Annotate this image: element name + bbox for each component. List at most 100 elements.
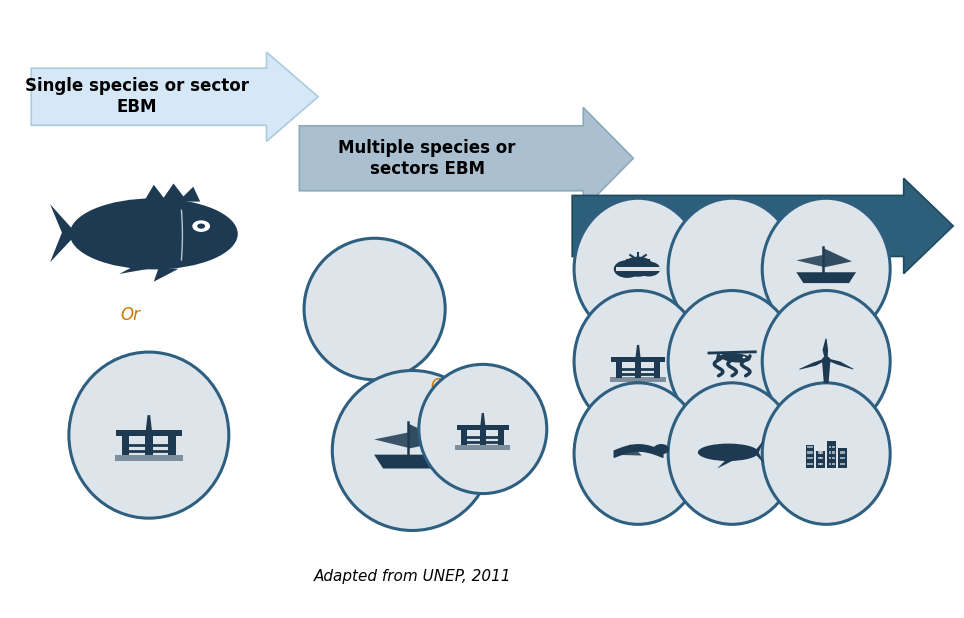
Polygon shape bbox=[691, 263, 701, 276]
Text: Or: Or bbox=[431, 377, 450, 395]
Ellipse shape bbox=[69, 198, 238, 269]
Bar bbox=[116, 430, 181, 436]
Circle shape bbox=[633, 257, 643, 263]
Polygon shape bbox=[329, 302, 339, 316]
Circle shape bbox=[732, 262, 736, 265]
Polygon shape bbox=[715, 265, 722, 274]
Bar bbox=[827, 441, 837, 468]
Circle shape bbox=[192, 220, 210, 232]
Circle shape bbox=[374, 301, 380, 304]
Polygon shape bbox=[480, 413, 486, 430]
Bar bbox=[121, 436, 129, 455]
Bar bbox=[808, 462, 811, 465]
Polygon shape bbox=[796, 255, 823, 267]
Ellipse shape bbox=[575, 198, 702, 340]
Ellipse shape bbox=[710, 249, 751, 261]
Bar bbox=[832, 446, 835, 448]
Bar bbox=[480, 430, 486, 445]
Bar bbox=[840, 462, 843, 465]
Circle shape bbox=[383, 290, 388, 293]
Text: Multiple species or
sectors EBM: Multiple species or sectors EBM bbox=[338, 139, 516, 177]
Polygon shape bbox=[344, 287, 352, 300]
Ellipse shape bbox=[337, 298, 389, 314]
Bar bbox=[611, 357, 665, 362]
Bar bbox=[840, 457, 843, 459]
Ellipse shape bbox=[668, 383, 796, 524]
Ellipse shape bbox=[304, 239, 445, 379]
Bar bbox=[616, 267, 660, 271]
Bar bbox=[832, 457, 835, 459]
Polygon shape bbox=[717, 455, 736, 468]
Polygon shape bbox=[356, 304, 363, 315]
Ellipse shape bbox=[763, 290, 890, 432]
Bar bbox=[808, 457, 811, 459]
Ellipse shape bbox=[575, 383, 702, 524]
Polygon shape bbox=[344, 321, 353, 332]
Bar bbox=[817, 462, 820, 465]
Bar bbox=[146, 436, 152, 455]
Bar bbox=[810, 462, 813, 465]
Polygon shape bbox=[635, 345, 641, 362]
Polygon shape bbox=[120, 266, 148, 274]
Bar bbox=[457, 425, 509, 430]
Bar bbox=[115, 455, 183, 461]
Ellipse shape bbox=[668, 198, 796, 340]
Bar bbox=[810, 457, 813, 459]
Polygon shape bbox=[31, 52, 318, 142]
Bar bbox=[828, 462, 832, 465]
Bar bbox=[842, 462, 844, 465]
Bar bbox=[817, 451, 820, 454]
Polygon shape bbox=[374, 455, 450, 468]
Polygon shape bbox=[300, 108, 633, 209]
Bar bbox=[610, 378, 666, 383]
Bar bbox=[808, 451, 811, 454]
Bar bbox=[817, 457, 820, 459]
Polygon shape bbox=[705, 249, 712, 261]
Bar bbox=[820, 451, 823, 454]
Circle shape bbox=[389, 309, 393, 311]
Circle shape bbox=[614, 260, 641, 278]
Bar bbox=[842, 457, 844, 459]
Polygon shape bbox=[50, 204, 77, 262]
Ellipse shape bbox=[711, 277, 747, 289]
Bar bbox=[455, 445, 510, 450]
Text: Or: Or bbox=[120, 306, 140, 324]
Bar bbox=[832, 462, 835, 465]
Bar bbox=[810, 446, 813, 448]
Bar bbox=[842, 451, 844, 454]
Polygon shape bbox=[754, 439, 764, 464]
Polygon shape bbox=[374, 433, 408, 447]
Polygon shape bbox=[408, 423, 445, 449]
Polygon shape bbox=[144, 184, 201, 201]
Ellipse shape bbox=[418, 365, 547, 494]
Bar bbox=[498, 430, 504, 445]
Polygon shape bbox=[799, 358, 827, 370]
Bar bbox=[635, 362, 641, 378]
Bar bbox=[810, 451, 813, 454]
Polygon shape bbox=[615, 444, 642, 455]
Bar bbox=[838, 449, 846, 468]
Ellipse shape bbox=[763, 198, 890, 340]
Ellipse shape bbox=[699, 259, 745, 274]
Ellipse shape bbox=[351, 319, 391, 331]
Polygon shape bbox=[823, 248, 852, 268]
Bar bbox=[840, 451, 843, 454]
Bar bbox=[828, 457, 832, 459]
Circle shape bbox=[623, 256, 654, 277]
Bar bbox=[169, 436, 175, 455]
Circle shape bbox=[654, 444, 669, 454]
Circle shape bbox=[198, 224, 205, 229]
Circle shape bbox=[737, 280, 740, 282]
Bar bbox=[820, 457, 823, 459]
Bar bbox=[832, 451, 835, 454]
Polygon shape bbox=[825, 358, 853, 370]
Circle shape bbox=[822, 357, 830, 362]
Polygon shape bbox=[146, 415, 152, 436]
Bar bbox=[820, 462, 823, 465]
Ellipse shape bbox=[362, 305, 400, 317]
Circle shape bbox=[739, 252, 743, 255]
Ellipse shape bbox=[333, 371, 493, 530]
Bar bbox=[616, 362, 622, 378]
Bar bbox=[462, 430, 468, 445]
Ellipse shape bbox=[668, 290, 796, 432]
